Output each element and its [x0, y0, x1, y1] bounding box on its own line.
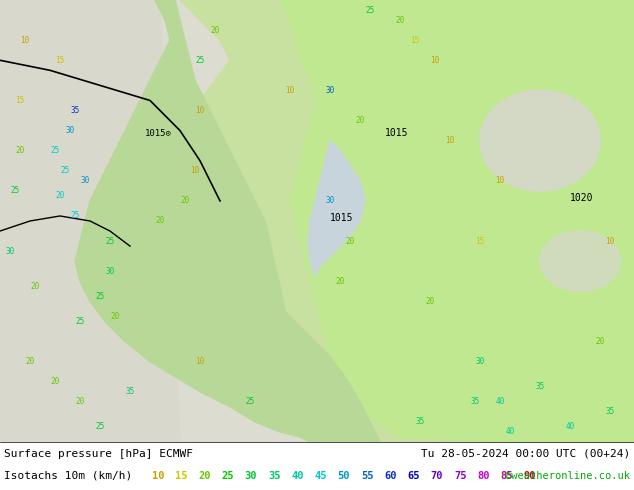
Text: 85: 85: [500, 471, 513, 481]
Text: 75: 75: [454, 471, 467, 481]
Text: 20: 20: [181, 196, 190, 205]
Ellipse shape: [480, 90, 600, 191]
Text: 40: 40: [566, 422, 574, 431]
Text: 20: 20: [210, 25, 219, 35]
Text: 40: 40: [291, 471, 304, 481]
Text: 25: 25: [10, 186, 20, 196]
Text: 45: 45: [314, 471, 327, 481]
Text: 20: 20: [30, 282, 39, 291]
Text: Surface pressure [hPa] ECMWF: Surface pressure [hPa] ECMWF: [4, 449, 193, 459]
Polygon shape: [308, 141, 365, 276]
Text: Tu 28-05-2024 00:00 UTC (00+24): Tu 28-05-2024 00:00 UTC (00+24): [421, 449, 630, 459]
Text: 15: 15: [476, 237, 484, 245]
Text: 25: 25: [75, 317, 84, 326]
Text: 35: 35: [535, 382, 545, 391]
Text: 15: 15: [175, 471, 188, 481]
Text: 25: 25: [221, 471, 234, 481]
Text: 20: 20: [110, 312, 120, 321]
Text: 30: 30: [325, 86, 335, 95]
Text: 30: 30: [476, 357, 484, 366]
Text: 30: 30: [65, 126, 75, 135]
Text: 1020: 1020: [570, 193, 593, 203]
Text: 35: 35: [126, 387, 134, 396]
Text: 10: 10: [195, 106, 205, 115]
Text: 25: 25: [105, 237, 115, 245]
Text: 10: 10: [430, 56, 439, 65]
Text: 30: 30: [5, 246, 15, 256]
Text: 15: 15: [55, 56, 65, 65]
Polygon shape: [70, 0, 634, 442]
Text: 25: 25: [60, 166, 70, 175]
Text: 20: 20: [335, 277, 345, 286]
Text: 25: 25: [95, 422, 105, 431]
Text: 10: 10: [445, 136, 455, 145]
Text: 25: 25: [195, 56, 205, 65]
Polygon shape: [0, 0, 180, 442]
Text: 35: 35: [470, 397, 480, 406]
Text: 80: 80: [477, 471, 489, 481]
Text: 40: 40: [505, 427, 515, 437]
Text: 25: 25: [50, 146, 60, 155]
Text: 20: 20: [425, 297, 435, 306]
Text: 25: 25: [70, 212, 80, 220]
Text: 30: 30: [245, 471, 257, 481]
Text: 20: 20: [155, 217, 165, 225]
Text: 70: 70: [430, 471, 443, 481]
Text: 30: 30: [325, 196, 335, 205]
Text: 1015: 1015: [330, 213, 354, 223]
Text: ©weatheronline.co.uk: ©weatheronline.co.uk: [505, 471, 630, 481]
Text: 10: 10: [285, 86, 295, 95]
Text: 20: 20: [396, 16, 404, 24]
Text: 20: 20: [15, 146, 25, 155]
Polygon shape: [280, 0, 634, 442]
Text: 10: 10: [20, 36, 30, 45]
Text: 30: 30: [105, 267, 115, 276]
Text: 20: 20: [75, 397, 84, 406]
Text: 60: 60: [384, 471, 397, 481]
Text: 1015: 1015: [385, 127, 408, 138]
Text: 20: 20: [595, 337, 605, 346]
Text: 20: 20: [346, 237, 354, 245]
Text: 25: 25: [365, 5, 375, 15]
Text: 25: 25: [245, 397, 255, 406]
Text: 55: 55: [361, 471, 373, 481]
Text: 20: 20: [356, 116, 365, 125]
Text: 30: 30: [81, 176, 89, 185]
Text: 10: 10: [605, 237, 614, 245]
Text: 25: 25: [95, 292, 105, 301]
Text: 35: 35: [70, 106, 80, 115]
Text: 90: 90: [524, 471, 536, 481]
Polygon shape: [75, 0, 380, 442]
Text: 1015⊙: 1015⊙: [145, 128, 172, 138]
Text: 15: 15: [15, 96, 25, 105]
Ellipse shape: [540, 231, 620, 291]
Text: 10: 10: [195, 357, 205, 366]
Text: 20: 20: [55, 192, 65, 200]
Text: 10: 10: [152, 471, 164, 481]
Text: 50: 50: [338, 471, 350, 481]
Text: 20: 20: [198, 471, 210, 481]
Text: 35: 35: [268, 471, 280, 481]
Text: 20: 20: [25, 357, 35, 366]
Text: 65: 65: [408, 471, 420, 481]
Text: 35: 35: [605, 407, 614, 416]
Text: 20: 20: [50, 377, 60, 386]
Text: 40: 40: [495, 397, 505, 406]
Text: 15: 15: [410, 36, 420, 45]
Text: Isotachs 10m (km/h): Isotachs 10m (km/h): [4, 471, 133, 481]
Text: 10: 10: [495, 176, 505, 185]
Text: 10: 10: [190, 166, 200, 175]
Text: 35: 35: [415, 417, 425, 426]
